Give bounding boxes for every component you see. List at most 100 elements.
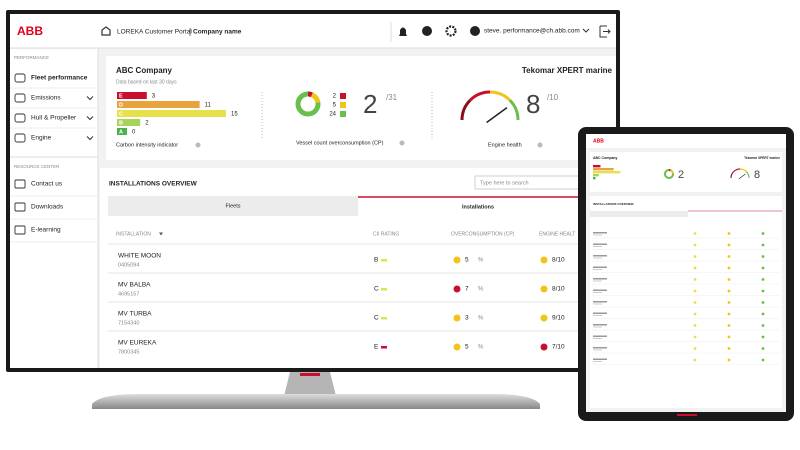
installation-name[interactable]: WHITE MOON bbox=[118, 253, 161, 260]
ci-grade: E bbox=[119, 93, 123, 99]
menu-item[interactable]: Fleet performance bbox=[31, 75, 88, 82]
tablet-row-name bbox=[593, 347, 607, 349]
resource-icon[interactable] bbox=[14, 202, 26, 212]
ci-bar bbox=[117, 92, 147, 99]
installation-name[interactable]: MV EUREKA bbox=[118, 340, 157, 347]
tablet-ci-bar bbox=[593, 171, 621, 174]
tablet-row-status bbox=[761, 289, 765, 293]
tablet-row-status bbox=[693, 232, 697, 235]
tablet-row-status bbox=[761, 301, 765, 304]
resource-icon[interactable] bbox=[14, 225, 26, 235]
ci-value: 3 bbox=[152, 93, 156, 99]
resource-item[interactable]: E-learning bbox=[31, 227, 61, 234]
cii-rating: B bbox=[374, 257, 378, 264]
ci-grade: A bbox=[119, 129, 123, 135]
tablet-row-id bbox=[593, 280, 602, 282]
resource-item[interactable]: Contact us bbox=[31, 181, 63, 188]
sort-icon[interactable] bbox=[159, 232, 163, 236]
installation-id: 7154340 bbox=[118, 320, 139, 326]
resource-item[interactable]: Downloads bbox=[31, 204, 64, 211]
tablet-row-status bbox=[727, 255, 731, 258]
tablet-company: ABC Company bbox=[593, 156, 618, 160]
cp-legend-swatch bbox=[340, 111, 346, 117]
health-status bbox=[540, 285, 548, 293]
tablet-row-status bbox=[727, 358, 731, 362]
menu-item[interactable]: Emissions bbox=[31, 95, 61, 102]
cp-status bbox=[453, 285, 461, 293]
tab-fleets[interactable] bbox=[108, 196, 358, 216]
logo: ABB bbox=[17, 24, 43, 38]
menu-icon[interactable] bbox=[14, 93, 26, 103]
user-email[interactable]: steve. performance@ch.abb.com bbox=[484, 28, 580, 35]
user-icon[interactable] bbox=[470, 26, 480, 36]
installation-name[interactable]: MV BALBA bbox=[118, 282, 151, 289]
user-chevron[interactable] bbox=[582, 28, 590, 33]
tablet-row-status bbox=[761, 324, 765, 327]
cp-total: /31 bbox=[386, 93, 398, 102]
cp-value: 2 bbox=[363, 89, 377, 119]
menu-item[interactable]: Engine bbox=[31, 135, 52, 142]
donut-segment bbox=[295, 91, 321, 117]
sidebar-section: PERFORMANCE bbox=[14, 55, 49, 60]
tablet-row-id bbox=[593, 234, 602, 236]
tablet-row-status bbox=[727, 243, 731, 247]
tab-label[interactable]: Fleets bbox=[226, 203, 241, 209]
tablet-row-id bbox=[593, 315, 602, 316]
cp-value: 3 bbox=[465, 315, 469, 322]
menu-icon[interactable] bbox=[14, 73, 26, 83]
cii-rating: E bbox=[374, 344, 379, 351]
tablet-row-name bbox=[593, 324, 607, 326]
menu-icon[interactable] bbox=[14, 133, 26, 143]
menu-chevron[interactable] bbox=[86, 136, 94, 141]
monitor-screen: ABB LOREKA Customer Portal Company name … bbox=[10, 14, 616, 368]
menu-chevron[interactable] bbox=[86, 116, 94, 121]
tablet-row-id bbox=[593, 361, 602, 362]
menu-chevron[interactable] bbox=[86, 96, 94, 101]
info-icon[interactable] bbox=[537, 142, 543, 148]
tablet-gauge-band bbox=[730, 171, 735, 179]
tablet-row-status bbox=[693, 301, 697, 304]
tablet-row-status bbox=[727, 324, 731, 327]
cii-indicator bbox=[381, 317, 387, 320]
cp-legend-swatch bbox=[340, 93, 346, 99]
cp-value: 5 bbox=[465, 344, 469, 351]
settings-icon[interactable] bbox=[445, 25, 457, 37]
cp-value: 5 bbox=[465, 257, 469, 264]
cp-unit: % bbox=[478, 345, 484, 351]
tablet-brand: Tekomar XPERT marine bbox=[744, 156, 780, 160]
installation-id: 7800345 bbox=[118, 349, 139, 355]
resource-icon[interactable] bbox=[14, 179, 26, 189]
menu-icon[interactable] bbox=[14, 113, 26, 123]
tablet-row-id bbox=[593, 338, 602, 339]
tablet-row-status bbox=[693, 312, 697, 316]
installation-name[interactable]: MV TURBA bbox=[118, 311, 152, 318]
portal-name: LOREKA Customer Portal bbox=[117, 29, 192, 36]
logout-icon[interactable] bbox=[599, 25, 611, 38]
column-header[interactable]: INSTALLATION bbox=[116, 231, 151, 237]
gauge-band bbox=[469, 90, 491, 102]
installations-title: INSTALLATIONS OVERVIEW bbox=[109, 181, 198, 188]
ci-value: 0 bbox=[132, 129, 136, 135]
help-icon[interactable] bbox=[422, 26, 432, 36]
search-placeholder[interactable]: Type here to search bbox=[480, 180, 529, 186]
tablet-row-status bbox=[761, 312, 765, 316]
info-icon[interactable] bbox=[195, 142, 201, 148]
cp-value: 7 bbox=[465, 286, 469, 293]
tablet-row-status bbox=[693, 324, 697, 327]
tablet-logo: ABB bbox=[593, 138, 604, 144]
cii-rating: C bbox=[374, 315, 379, 322]
tablet-gauge-band bbox=[739, 168, 747, 173]
info-icon[interactable] bbox=[399, 140, 405, 146]
tablet-row-status bbox=[761, 335, 765, 339]
cp-unit: % bbox=[478, 258, 484, 264]
tablet-led bbox=[677, 414, 697, 416]
column-header[interactable]: CII RATING bbox=[373, 231, 399, 237]
gauge-band bbox=[460, 99, 472, 121]
tab-label[interactable]: Installations bbox=[462, 204, 494, 210]
column-header[interactable]: ENGINE HEALT bbox=[539, 231, 575, 237]
bell-icon[interactable] bbox=[399, 27, 407, 37]
donut-segment bbox=[307, 91, 313, 98]
column-header[interactable]: OVERCONSUMPTION (CP) bbox=[451, 231, 515, 237]
menu-item[interactable]: Hull & Propeller bbox=[31, 115, 77, 122]
